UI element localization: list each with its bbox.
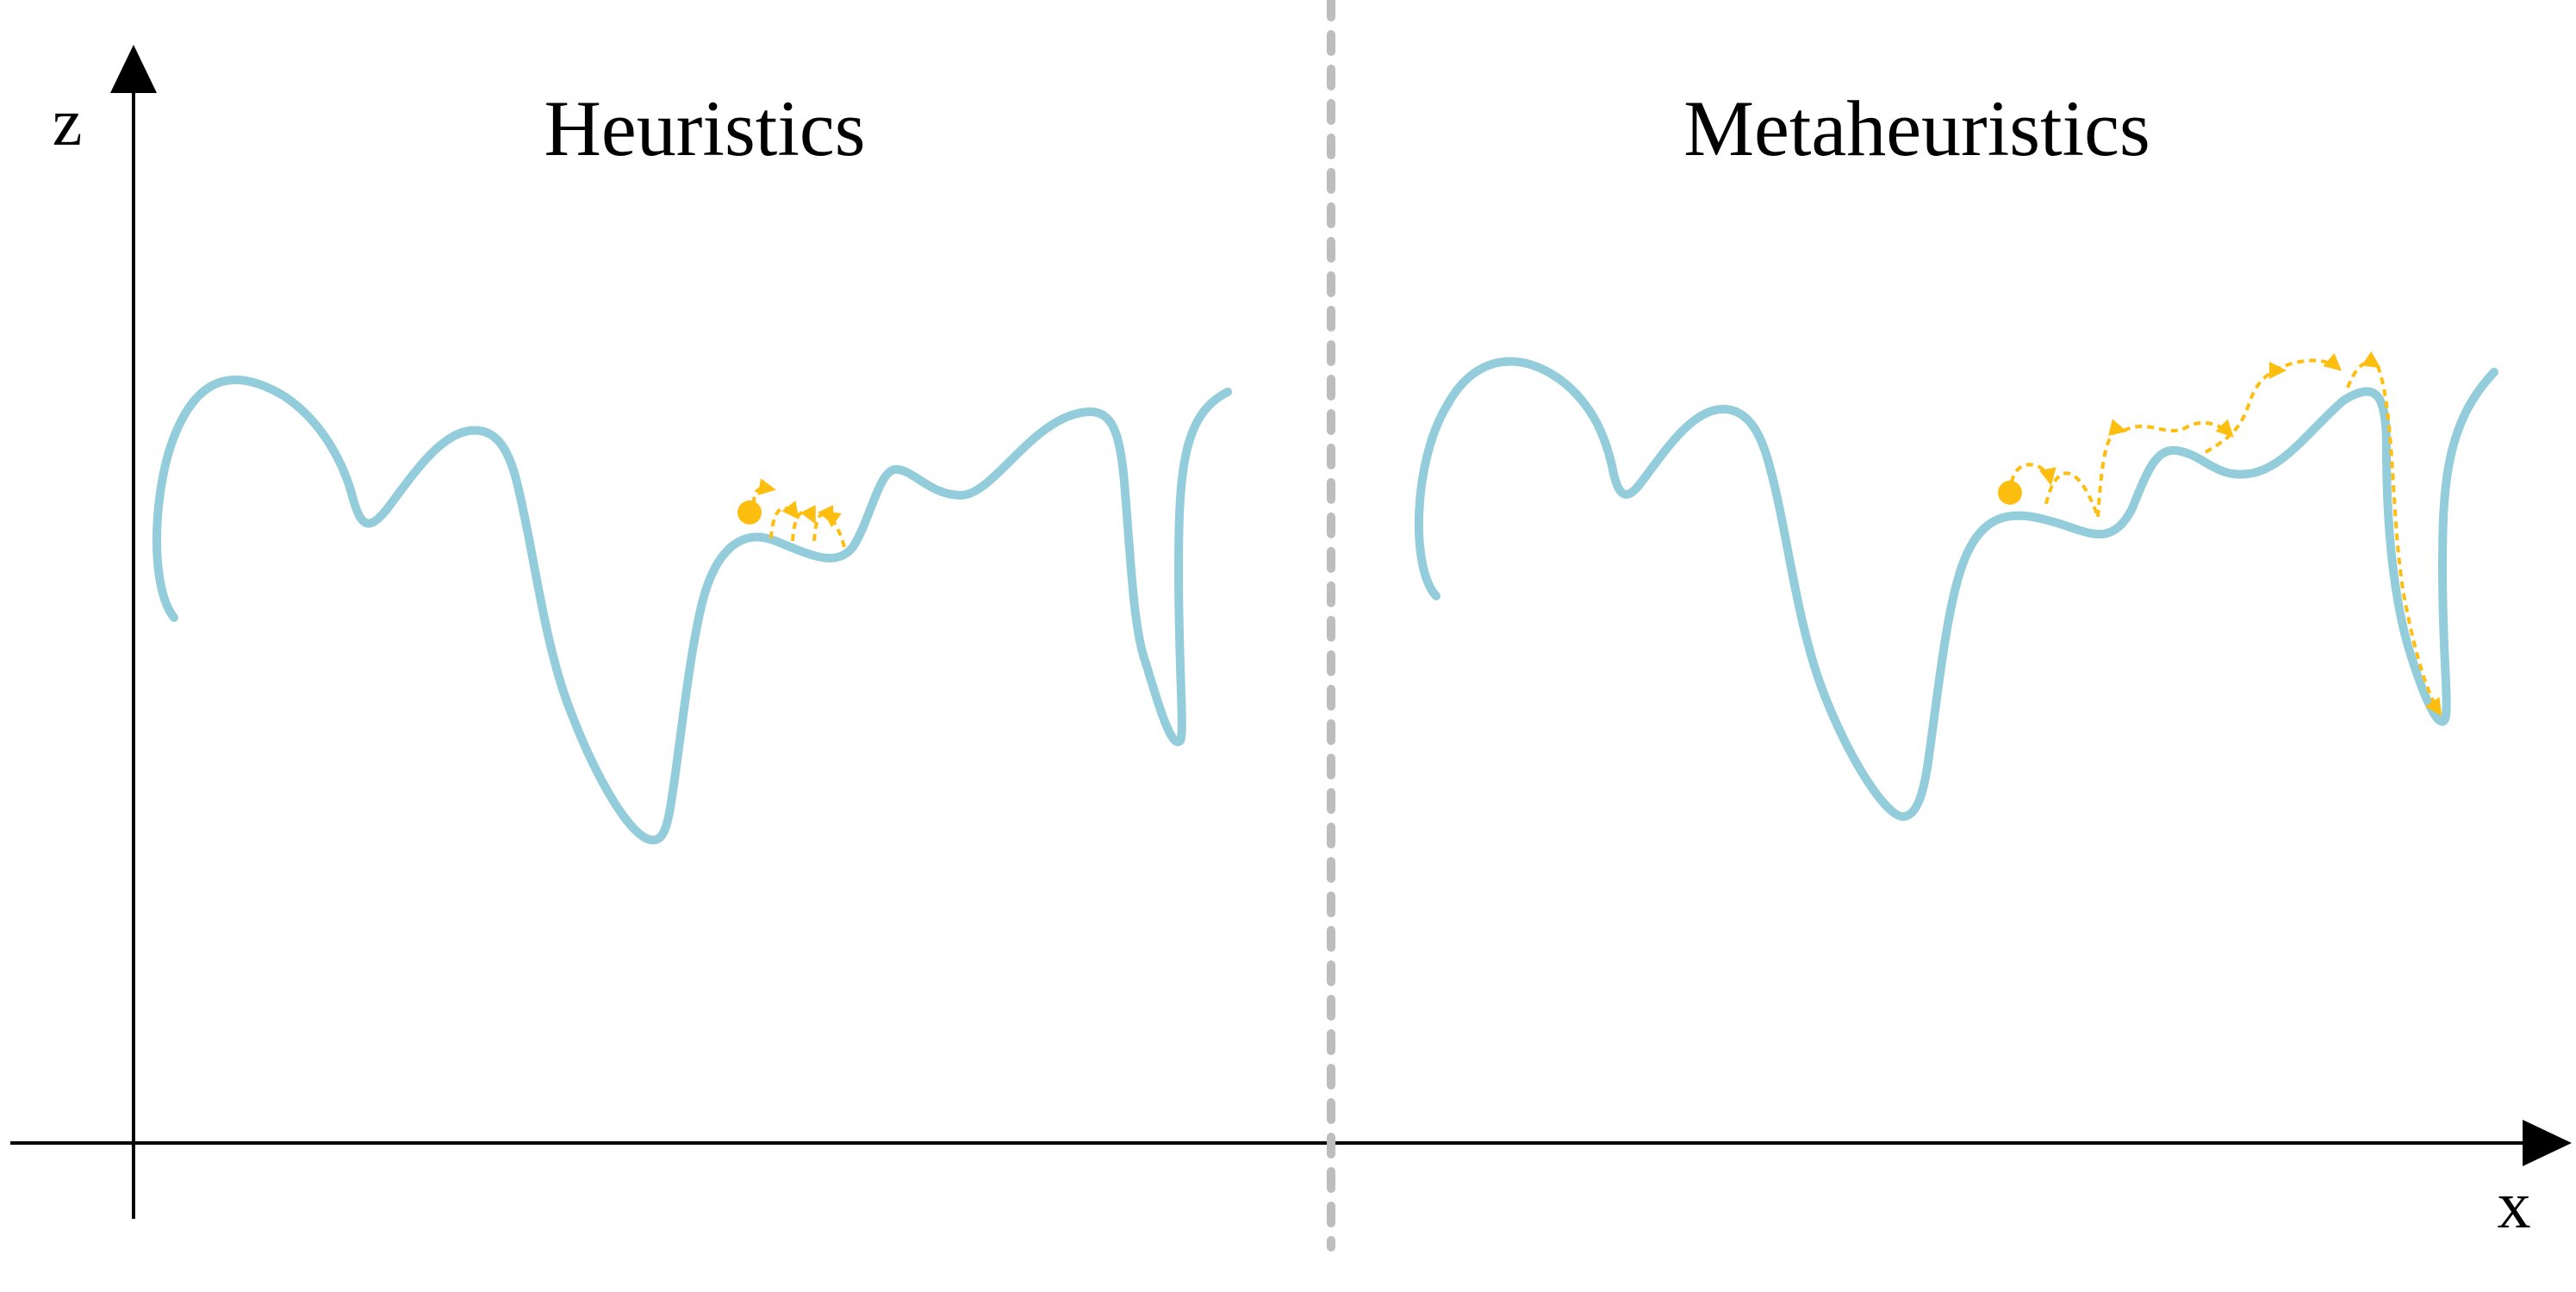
right-panel-title: Metaheuristics xyxy=(1683,84,2150,172)
right-landscape-curve xyxy=(1414,357,2498,821)
x-axis-label: x xyxy=(2498,1167,2531,1242)
left-search-hop xyxy=(791,505,816,542)
left-search-path xyxy=(737,478,846,548)
left-search-hop xyxy=(812,505,834,542)
right-search-hop xyxy=(2096,419,2127,518)
right-search-hop xyxy=(2010,463,2056,486)
axes: z x xyxy=(10,45,2572,1242)
right-search-hop xyxy=(2204,362,2287,454)
right-search-hop xyxy=(2376,365,2442,717)
right-search-hop xyxy=(2274,352,2343,372)
left-search-hop xyxy=(822,510,846,548)
right-search-hop xyxy=(2123,419,2234,438)
left-landscape-curve xyxy=(152,376,1232,845)
right-search-hop xyxy=(2044,471,2100,518)
right-search-path xyxy=(1998,351,2442,717)
z-axis-label: z xyxy=(53,84,83,159)
right-search-hop xyxy=(2346,351,2381,388)
right-search-start-point xyxy=(1998,481,2022,505)
z-axis-arrowhead xyxy=(110,45,157,93)
left-search-hop xyxy=(769,500,800,539)
left-search-start-point xyxy=(737,500,762,525)
left-panel-title: Heuristics xyxy=(544,84,865,172)
left-search-hop xyxy=(752,478,776,505)
x-axis-arrowhead xyxy=(2523,1120,2572,1166)
